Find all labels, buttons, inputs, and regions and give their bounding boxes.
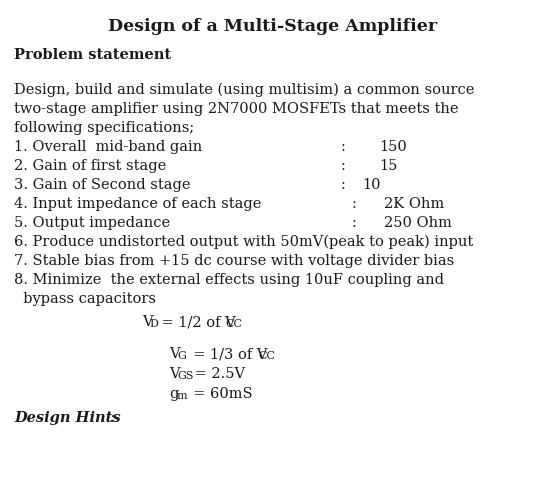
Text: = 1/2 of V: = 1/2 of V: [157, 314, 236, 328]
Text: 4. Input impedance of each stage: 4. Input impedance of each stage: [14, 197, 262, 211]
Text: Design of a Multi-Stage Amplifier: Design of a Multi-Stage Amplifier: [108, 18, 437, 35]
Text: 150: 150: [379, 140, 407, 154]
Text: CC: CC: [226, 318, 243, 328]
Text: 3. Gain of Second stage: 3. Gain of Second stage: [14, 178, 191, 192]
Text: 2. Gain of first stage: 2. Gain of first stage: [14, 159, 166, 173]
Text: 7. Stable bias from +15 dc course with voltage divider bias: 7. Stable bias from +15 dc course with v…: [14, 254, 454, 268]
Text: = 60mS: = 60mS: [184, 386, 253, 400]
Text: two-stage amplifier using 2N7000 MOSFETs that meets the: two-stage amplifier using 2N7000 MOSFETs…: [14, 102, 458, 116]
Text: 8. Minimize  the external effects using 10uF coupling and: 8. Minimize the external effects using 1…: [14, 272, 444, 287]
Text: 5. Output impedance: 5. Output impedance: [14, 215, 170, 229]
Text: :: :: [110, 410, 115, 424]
Text: bypass capacitors: bypass capacitors: [14, 291, 156, 305]
Text: 2K Ohm: 2K Ohm: [384, 197, 445, 211]
Text: V: V: [142, 314, 152, 328]
Text: V: V: [169, 346, 179, 360]
Text: 1. Overall  mid-band gain: 1. Overall mid-band gain: [14, 140, 202, 154]
Text: V: V: [169, 366, 179, 380]
Text: :: :: [341, 140, 346, 154]
Text: 10: 10: [362, 178, 381, 192]
Text: 15: 15: [379, 159, 397, 173]
Text: :: :: [352, 197, 356, 211]
Text: D: D: [150, 318, 159, 328]
Text: = 2.5V: = 2.5V: [190, 366, 245, 380]
Text: 250 Ohm: 250 Ohm: [384, 215, 452, 229]
Text: following specifications;: following specifications;: [14, 121, 194, 135]
Text: = 1/3 of V: = 1/3 of V: [184, 346, 268, 360]
Text: Design Hints: Design Hints: [14, 410, 120, 424]
Text: :: :: [341, 178, 346, 192]
Text: CC: CC: [259, 350, 276, 360]
Text: g: g: [169, 386, 178, 400]
Text: 6. Produce undistorted output with 50mV(peak to peak) input: 6. Produce undistorted output with 50mV(…: [14, 235, 473, 249]
Text: :: :: [352, 215, 356, 229]
Text: m: m: [177, 390, 187, 400]
Text: Problem statement: Problem statement: [14, 48, 171, 62]
Text: G: G: [177, 350, 186, 360]
Text: GS: GS: [177, 370, 193, 380]
Text: :: :: [341, 159, 346, 173]
Text: Design, build and simulate (using multisim) a common source: Design, build and simulate (using multis…: [14, 83, 474, 97]
